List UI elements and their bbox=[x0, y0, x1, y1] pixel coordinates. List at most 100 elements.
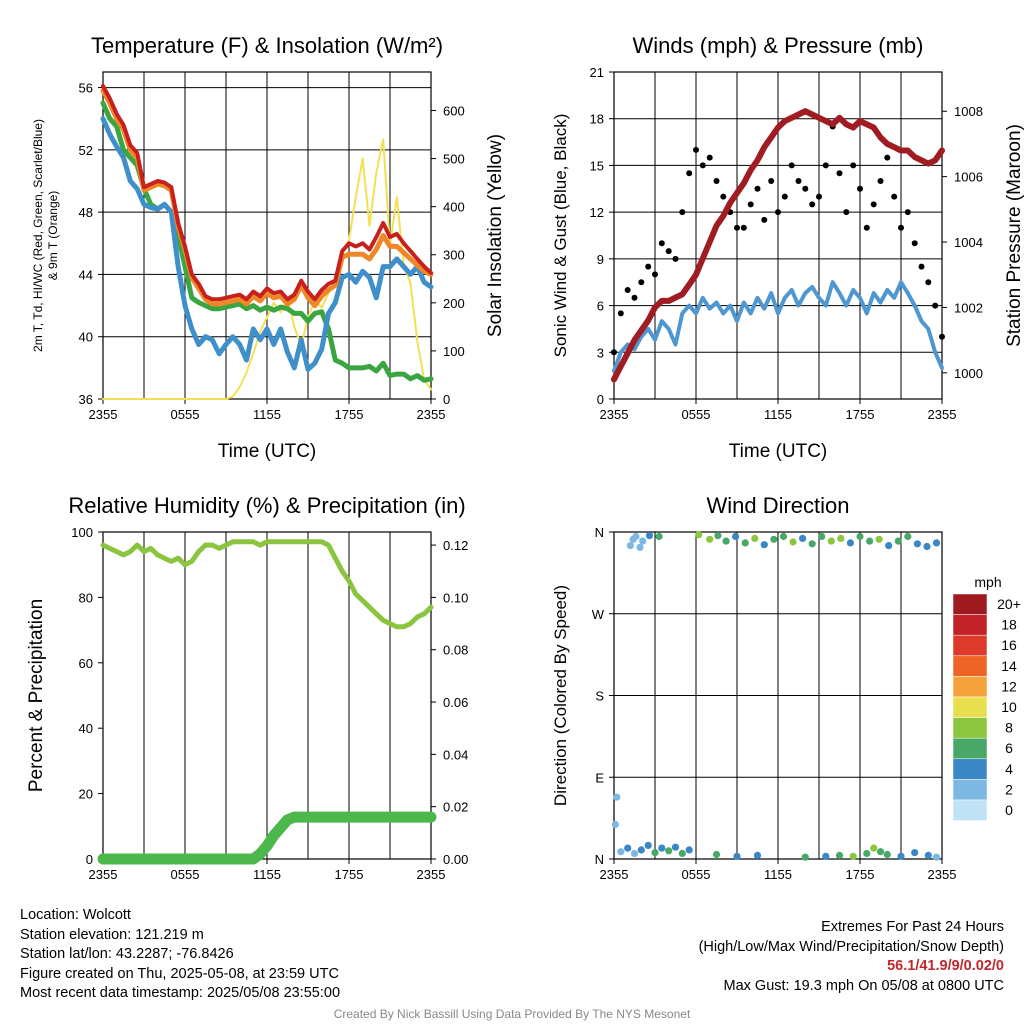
wind-x-tick-label: 2355 bbox=[600, 407, 629, 422]
speed-legend-label: 8 bbox=[1005, 720, 1013, 736]
gust-point bbox=[843, 209, 850, 216]
speed-legend-label: 2 bbox=[1005, 781, 1013, 797]
rh-x-tick-label: 2355 bbox=[89, 867, 118, 882]
wind-direction-point bbox=[876, 848, 885, 856]
wind-direction-point bbox=[827, 537, 835, 545]
gust-point bbox=[863, 224, 870, 231]
gust-point bbox=[658, 240, 665, 247]
wind-direction-point bbox=[624, 844, 632, 852]
gust-point bbox=[891, 193, 898, 200]
wind-direction-point bbox=[885, 542, 893, 550]
rh-y-tick-label: 0 bbox=[86, 852, 93, 867]
wind-x-tick-label: 0555 bbox=[682, 407, 711, 422]
wind-direction-point bbox=[911, 849, 919, 857]
speed-legend-label: 6 bbox=[1005, 740, 1013, 756]
wind-direction-point bbox=[685, 846, 693, 854]
gust-point bbox=[788, 162, 795, 169]
gust-point bbox=[754, 185, 761, 192]
wind-direction-point bbox=[904, 532, 912, 541]
wind-direction-point bbox=[617, 848, 625, 856]
gust-point bbox=[775, 209, 781, 216]
gust-point bbox=[720, 193, 727, 200]
created-text: Figure created on Thu, 2025-05-08, at 23… bbox=[20, 965, 339, 982]
gust-point bbox=[665, 248, 672, 255]
gust-point bbox=[706, 154, 713, 161]
wind-y-tick-label: 18 bbox=[590, 112, 604, 127]
location-text: Location: Wolcott bbox=[20, 907, 131, 923]
wind-direction-point bbox=[863, 849, 871, 858]
speed-legend-swatch bbox=[952, 696, 988, 718]
gust-point bbox=[911, 240, 918, 247]
speed-legend-swatch bbox=[952, 676, 988, 698]
wdir-y-tick-label: W bbox=[592, 607, 605, 622]
wdir-chart-title: Wind Direction bbox=[706, 493, 849, 518]
rh-x-tick-label: 0555 bbox=[171, 867, 200, 882]
wind-direction-point bbox=[835, 851, 844, 860]
wind-direction-point bbox=[651, 849, 659, 857]
wind-direction-point bbox=[637, 846, 645, 854]
wind-direction-point bbox=[695, 531, 703, 539]
gust-point bbox=[713, 178, 720, 184]
rh-y-tick-label: 20 bbox=[79, 787, 93, 802]
elevation-text: Station elevation: 121.219 m bbox=[20, 926, 204, 943]
gust-point bbox=[693, 146, 699, 153]
gust-point bbox=[631, 294, 638, 301]
rh-y2-tick-label: 0.02 bbox=[443, 800, 468, 815]
wind-direction-point bbox=[822, 852, 830, 860]
temp-x-tick-label: 1755 bbox=[335, 407, 364, 422]
precipitation-line bbox=[97, 811, 437, 865]
rh-y2-tick-label: 0.06 bbox=[443, 695, 468, 710]
temp-y-axis-label-line1: 2m T, Td, HI/WC (Red, Green, Scarlet/Blu… bbox=[31, 119, 45, 352]
wind-direction-point bbox=[658, 844, 666, 852]
wdir-x-tick-label: 0555 bbox=[682, 867, 711, 882]
wind-y2-tick-label: 1006 bbox=[954, 170, 983, 185]
gust-point bbox=[870, 201, 877, 208]
gust-point bbox=[939, 333, 945, 340]
wind-chart-title: Winds (mph) & Pressure (mb) bbox=[633, 33, 924, 58]
wdir-y-tick-label: N bbox=[595, 852, 604, 867]
wind-direction-point bbox=[760, 541, 768, 549]
temp-y-tick-label: 56 bbox=[79, 81, 93, 96]
speed-legend-title: mph bbox=[974, 574, 1001, 590]
wind-direction-point bbox=[665, 847, 673, 855]
gust-point bbox=[679, 209, 686, 216]
gust-point bbox=[932, 302, 939, 309]
temp-y-tick-label: 44 bbox=[79, 267, 93, 282]
gust-point bbox=[761, 216, 768, 223]
gust-point bbox=[816, 193, 822, 200]
wind-y2-tick-label: 1004 bbox=[954, 235, 983, 250]
speed-legend-swatch bbox=[952, 634, 988, 657]
temp-y2-tick-label: 600 bbox=[443, 103, 465, 118]
gust-point bbox=[850, 162, 857, 169]
wind-direction-point bbox=[808, 540, 816, 548]
temp-y-tick-label: 52 bbox=[79, 143, 93, 158]
speed-legend-swatch bbox=[952, 737, 988, 760]
gust-point bbox=[652, 271, 658, 278]
temp-x-tick-label: 2355 bbox=[417, 407, 446, 422]
wind-direction-point bbox=[837, 534, 845, 543]
wind-x-axis-label: Time (UTC) bbox=[729, 441, 828, 462]
temp-y-tick-label: 40 bbox=[79, 330, 93, 345]
wind-direction-point bbox=[913, 540, 922, 548]
wind-direction-point bbox=[846, 539, 855, 547]
extremes-values: 56.1/41.9/9/0.02/0 bbox=[887, 958, 1004, 974]
rh-x-tick-label: 1755 bbox=[335, 867, 364, 882]
extremes-summary: Extremes For Past 24 Hours (High/Low/Max… bbox=[699, 918, 1004, 996]
wdir-x-tick-label: 1755 bbox=[846, 867, 875, 882]
wind-direction-point bbox=[722, 537, 730, 545]
speed-legend-label: 12 bbox=[1001, 678, 1017, 694]
wind-direction-point bbox=[611, 820, 620, 829]
wind-direction-point bbox=[897, 852, 905, 860]
gust-point bbox=[904, 209, 911, 216]
extremes-title: Extremes For Past 24 Hours bbox=[821, 919, 1004, 935]
sonic-wind-line bbox=[612, 280, 944, 373]
wind-direction-point bbox=[733, 852, 741, 860]
speed-legend-swatch bbox=[952, 614, 988, 636]
gust-point bbox=[802, 185, 809, 192]
wind-direction-point bbox=[894, 537, 902, 545]
wind-direction-point bbox=[875, 535, 883, 543]
temp-x-tick-label: 1155 bbox=[253, 407, 281, 422]
temp-y-axis-label-line2: & 9m T (Orange) bbox=[46, 191, 60, 281]
gust-point bbox=[809, 201, 816, 208]
speed-legend-swatch bbox=[952, 779, 988, 801]
